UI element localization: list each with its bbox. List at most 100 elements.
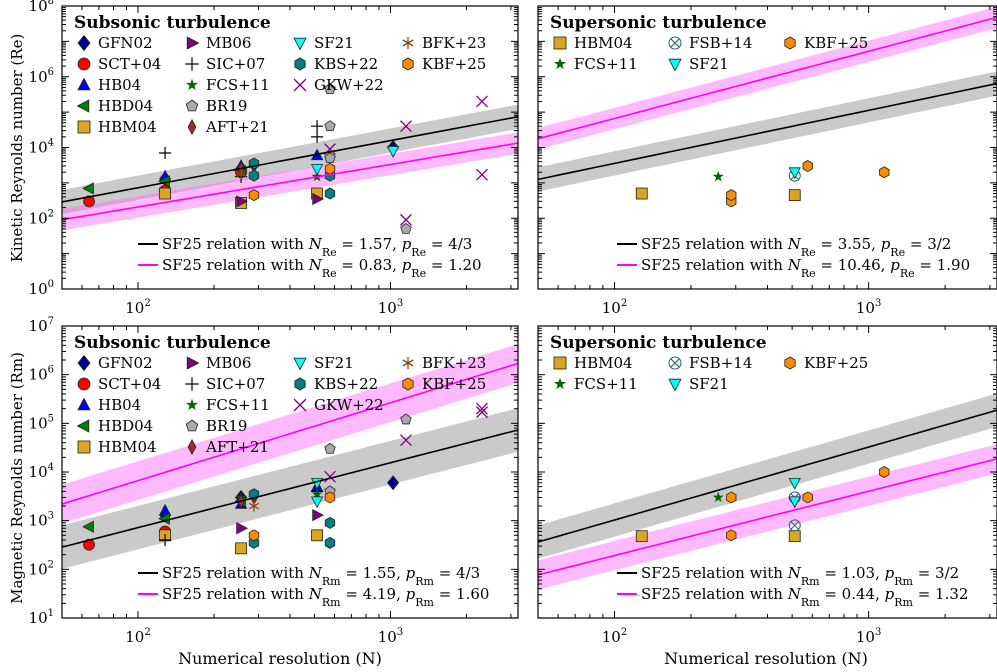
fit-legend-label: SF25 relation with NRm = 0.44, pRm = 1.3… — [641, 585, 968, 609]
legend-marker-gfn02 — [77, 354, 91, 372]
legend-marker-hb04 — [77, 397, 91, 411]
point-gkwp22-2 — [476, 402, 488, 415]
legend-marker-hbd04 — [76, 419, 90, 433]
legend-marker-sf21 — [668, 58, 682, 72]
legend-marker-sicp07 — [185, 57, 199, 71]
point-sctp04-0 — [83, 538, 95, 551]
legend-marker-gkwp22 — [293, 398, 307, 412]
point-gkwp22-4 — [476, 168, 488, 181]
legend-label: MB06 — [206, 354, 251, 372]
x-tick-label: 103 — [856, 627, 881, 646]
point-gkwp22-1 — [400, 120, 412, 133]
fit-line-1 — [538, 458, 997, 576]
x-tick-label: 103 — [856, 298, 881, 317]
legend-marker-hbm04 — [553, 356, 567, 370]
legend-label: FSB+14 — [689, 34, 752, 52]
point-hbm04-2 — [311, 529, 323, 542]
panel-title: Subsonic turbulence — [74, 13, 271, 33]
point-br19-0 — [324, 83, 336, 94]
legend-label: HBM04 — [98, 438, 157, 456]
legend-marker-fsbp14-ring — [668, 356, 682, 370]
panel-title: Subsonic turbulence — [74, 333, 271, 353]
point-mb06-1 — [312, 508, 324, 522]
point-sf21-0 — [788, 167, 801, 180]
point-gkwp22-0 — [324, 470, 336, 483]
xlabel-left: Numerical resolution (N) — [178, 649, 382, 668]
legend-label: GFN02 — [98, 34, 153, 52]
x-tick-label: 102 — [602, 298, 627, 317]
legend-label: FCS+11 — [574, 375, 638, 393]
y-tick-label: 102 — [29, 208, 54, 227]
legend-marker-mb06 — [186, 356, 200, 370]
legend-label: SF21 — [314, 34, 354, 52]
legend-marker-sctp04 — [77, 57, 91, 71]
panel-rm-sub: 102 103 101 102 103 104 105 106 107 Subsonic turb… — [29, 316, 519, 646]
x-tick-label: 103 — [378, 298, 403, 317]
legend-marker-sf21 — [293, 37, 307, 51]
legend-marker-fsbp14-cross — [670, 38, 680, 48]
y-tick-label: 106 — [29, 67, 54, 86]
fit-line-0 — [538, 409, 997, 543]
point-sicp07-2 — [311, 120, 324, 133]
legend-label: GKW+22 — [314, 396, 384, 414]
xlabel-right: Numerical resolution (N) — [664, 649, 868, 668]
point-sf21-1 — [310, 496, 324, 509]
point-hbd04-0 — [82, 182, 94, 195]
panel-re-sub: 102 103 100 102 104 106 108 Subsonic turbulence… — [29, 0, 519, 317]
point-sicp07-0 — [159, 533, 172, 547]
point-mb06-0 — [236, 522, 248, 535]
legend-label: KBF+25 — [422, 55, 486, 73]
x-tick-label: 103 — [378, 627, 403, 646]
y-tick-label: 105 — [29, 413, 54, 432]
legend-marker-hbm04 — [77, 440, 91, 454]
legend-marker-fsbp14 — [668, 356, 682, 370]
legend-label: BR19 — [206, 97, 247, 115]
plots-layer: 102 103 100 102 104 106 108 Subsonic turbulence… — [29, 0, 997, 646]
point-fsbp14-1-cross — [790, 521, 799, 530]
fit-line-1 — [62, 142, 518, 221]
point-br19-3 — [400, 222, 412, 234]
fit-legend-label: SF25 relation with NRm = 4.19, pRm = 1.6… — [162, 585, 489, 609]
point-hbm04-1 — [235, 542, 247, 555]
point-br19-0 — [324, 442, 336, 454]
point-fcsp11-1 — [311, 488, 323, 499]
legend-label: AFT+21 — [205, 118, 269, 136]
legend-marker-gfn02 — [77, 34, 91, 52]
point-kbfp25-3 — [879, 466, 890, 478]
legend-label: GKW+22 — [314, 76, 384, 94]
fit-legend-label: SF25 relation with NRe = 10.46, pRe = 1.… — [641, 256, 970, 280]
point-gkwp22-1 — [400, 434, 412, 447]
point-bfkp23-0 — [248, 500, 260, 512]
point-sicp07-0 — [159, 146, 172, 160]
point-kbfp25-0 — [248, 189, 260, 202]
point-hbm04-0 — [635, 187, 648, 200]
point-hbm04-1 — [788, 530, 801, 543]
point-kbsp22-3 — [324, 187, 336, 200]
legend-label: GFN02 — [98, 354, 153, 372]
legend-marker-kbfp25 — [784, 356, 796, 370]
legend-marker-fsbp14 — [668, 36, 682, 50]
plot-area — [538, 393, 997, 590]
legend-marker-kbfp25 — [402, 57, 414, 71]
y-tick-label: 104 — [29, 138, 54, 157]
point-kbfp25-0 — [726, 491, 737, 504]
legend-label: KBS+22 — [314, 55, 378, 73]
x-tick-label: 102 — [602, 627, 627, 646]
legend-marker-kbfp25 — [784, 36, 796, 50]
point-kbfp25-1 — [324, 491, 336, 504]
fit-legend-label: SF25 relation with NRe = 1.57, pRe = 4/3 — [162, 235, 472, 259]
fit-legend-label: SF25 relation with NRe = 0.83, pRe = 1.2… — [162, 256, 482, 280]
legend-label: HB04 — [98, 396, 141, 414]
point-fsbp14-1 — [788, 519, 801, 532]
legend-marker-hbd04 — [76, 99, 90, 113]
legend-marker-fcsp11 — [186, 78, 198, 91]
legend-marker-br19 — [185, 99, 199, 112]
legend-label: HBM04 — [574, 34, 633, 52]
legend-marker-mb06 — [186, 36, 200, 50]
point-kbsp22-2 — [324, 516, 336, 529]
fit-line-1 — [62, 362, 518, 505]
point-fsbp14-1-ring — [788, 519, 801, 532]
legend-label: SF21 — [689, 375, 729, 393]
point-gkwp22-3 — [476, 95, 488, 108]
